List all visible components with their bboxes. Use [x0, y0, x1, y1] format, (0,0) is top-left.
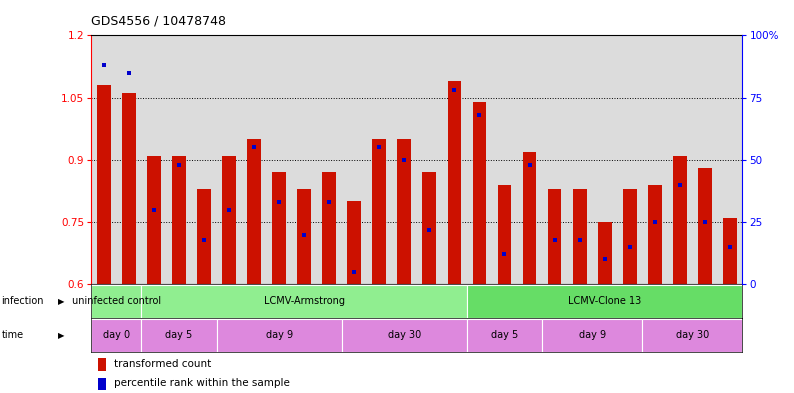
Bar [141, 285, 467, 318]
Point [148, 206, 160, 213]
Point [623, 244, 636, 250]
Point [398, 157, 410, 163]
Bar [498, 185, 511, 285]
Bar [372, 139, 386, 285]
Bar [598, 222, 611, 285]
Point [122, 70, 135, 76]
Bar [98, 358, 106, 371]
Point [172, 162, 185, 168]
Point [523, 162, 536, 168]
Point [298, 231, 310, 238]
Point [98, 62, 110, 68]
Text: day 30: day 30 [676, 330, 709, 340]
Text: LCMV-Armstrong: LCMV-Armstrong [264, 296, 345, 306]
Point [348, 269, 360, 275]
Bar [472, 102, 487, 285]
Point [373, 144, 386, 151]
Bar [398, 139, 411, 285]
Text: day 30: day 30 [387, 330, 421, 340]
Point [448, 87, 461, 93]
Text: ▶: ▶ [58, 331, 64, 340]
Text: day 9: day 9 [265, 330, 293, 340]
Point [599, 256, 611, 263]
Bar [97, 85, 110, 285]
Bar [172, 156, 186, 285]
Bar [91, 319, 141, 352]
Text: time: time [2, 330, 24, 340]
Bar [297, 189, 311, 285]
Bar [247, 139, 261, 285]
Bar [467, 319, 542, 352]
Text: GDS4556 / 10478748: GDS4556 / 10478748 [91, 15, 226, 28]
Bar [673, 156, 687, 285]
Bar [272, 172, 286, 285]
Text: day 9: day 9 [579, 330, 606, 340]
Point [273, 199, 286, 205]
Point [699, 219, 711, 225]
Point [723, 244, 736, 250]
Text: percentile rank within the sample: percentile rank within the sample [114, 378, 290, 388]
Point [548, 237, 561, 243]
Point [573, 237, 586, 243]
Text: transformed count: transformed count [114, 359, 211, 369]
Bar [622, 189, 637, 285]
Point [198, 237, 210, 243]
Bar [122, 94, 136, 285]
Bar [341, 319, 467, 352]
Bar [91, 285, 141, 318]
Bar [322, 172, 336, 285]
Text: ▶: ▶ [58, 297, 64, 306]
Text: day 0: day 0 [102, 330, 130, 340]
Bar [197, 189, 211, 285]
Text: LCMV-Clone 13: LCMV-Clone 13 [568, 296, 642, 306]
Bar [98, 378, 106, 390]
Point [649, 219, 661, 225]
Bar [217, 319, 341, 352]
Bar [648, 185, 661, 285]
Bar [572, 189, 587, 285]
Bar [422, 172, 436, 285]
Text: day 5: day 5 [165, 330, 193, 340]
Text: uninfected control: uninfected control [71, 296, 161, 306]
Bar [141, 319, 217, 352]
Bar [542, 319, 642, 352]
Point [323, 199, 336, 205]
Bar [698, 168, 711, 285]
Bar [448, 81, 461, 285]
Bar [723, 218, 737, 285]
Point [222, 206, 235, 213]
Point [423, 226, 436, 233]
Text: day 5: day 5 [491, 330, 518, 340]
Bar [147, 156, 161, 285]
Bar [642, 319, 742, 352]
Bar [522, 152, 537, 285]
Point [248, 144, 260, 151]
Bar [548, 189, 561, 285]
Bar [347, 201, 361, 285]
Point [473, 112, 486, 118]
Bar [467, 285, 742, 318]
Point [498, 252, 511, 258]
Text: infection: infection [2, 296, 44, 306]
Point [673, 182, 686, 188]
Bar [222, 156, 236, 285]
